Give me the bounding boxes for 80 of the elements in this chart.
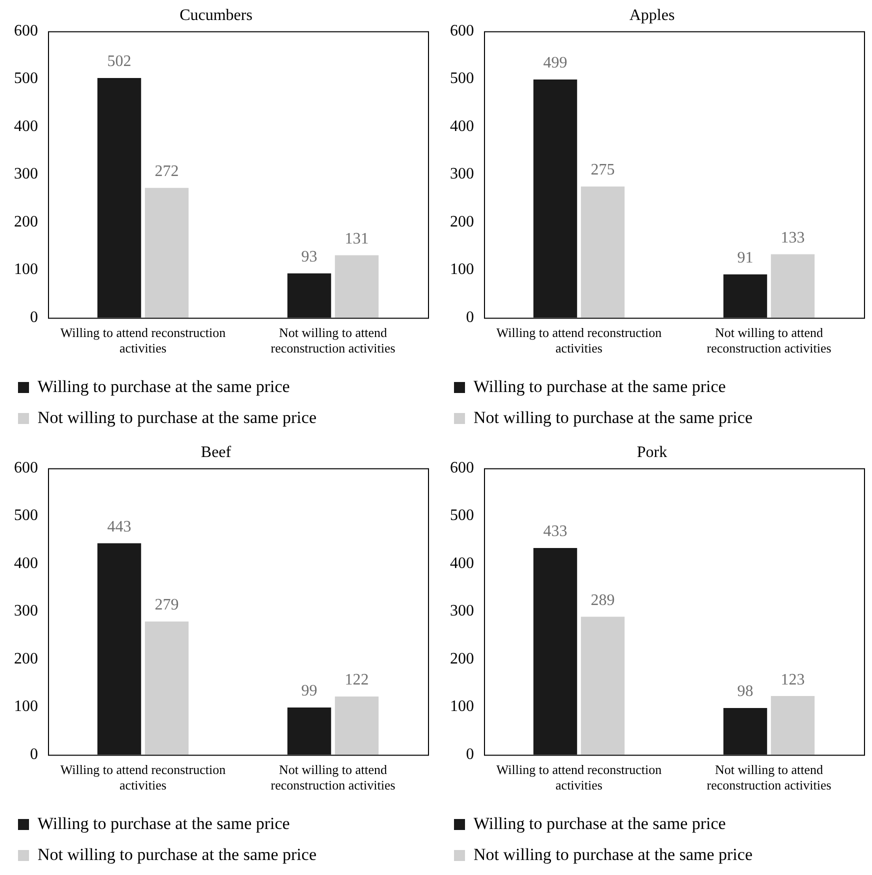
- y-tick-label: 400: [14, 118, 38, 135]
- x-tick-label: Not willing to attend reconstruction activities: [270, 762, 396, 793]
- y-tick-label: 500: [450, 507, 474, 524]
- data-label: 133: [780, 229, 805, 246]
- x-tick-label: Willing to attend reconstruction activities: [496, 762, 662, 793]
- bar: [533, 79, 578, 318]
- bar: [334, 696, 379, 755]
- bar: [144, 622, 189, 755]
- y-tick-label: 600: [450, 459, 474, 476]
- bar: [97, 78, 142, 318]
- y-tick-label: 0: [30, 746, 38, 764]
- legend-label: Willing to purchase at the same price: [38, 376, 290, 396]
- bar: [144, 188, 189, 318]
- data-label: 499: [543, 54, 568, 72]
- bar: [723, 274, 768, 318]
- chart-title: Cucumbers: [180, 6, 252, 24]
- bar: [770, 254, 815, 318]
- y-tick-label: 100: [450, 698, 474, 716]
- chart-title: Beef: [200, 444, 232, 461]
- chart-title: Pork: [636, 444, 668, 461]
- y-tick-label: 500: [450, 70, 474, 88]
- data-label: 279: [154, 596, 179, 614]
- legend-label: Willing to purchase at the same price: [474, 376, 726, 396]
- data-label: 433: [543, 523, 568, 540]
- bar: [334, 255, 379, 318]
- data-label: 99: [301, 682, 318, 700]
- x-tick-label: Willing to attend reconstruction activities: [496, 325, 662, 356]
- y-tick-label: 200: [450, 213, 474, 230]
- data-label: 289: [590, 592, 615, 609]
- y-tick-label: 300: [14, 166, 38, 183]
- y-tick-label: 0: [466, 309, 474, 326]
- y-tick-label: 500: [14, 70, 38, 88]
- bar: [770, 696, 815, 755]
- y-tick-label: 100: [14, 698, 38, 716]
- y-tick-label: 100: [14, 261, 38, 278]
- data-label: 122: [344, 672, 369, 689]
- y-tick-label: 600: [14, 22, 38, 40]
- x-tick-label: Not willing to attend reconstruction activities: [706, 762, 832, 793]
- y-tick-label: 0: [466, 746, 474, 764]
- y-tick-label: 600: [450, 22, 474, 40]
- chart-title: Apples: [629, 6, 675, 24]
- data-label: 272: [154, 163, 179, 180]
- bar: [287, 708, 332, 755]
- bar: [580, 186, 625, 318]
- y-tick-label: 400: [14, 554, 38, 572]
- y-tick-label: 200: [14, 213, 38, 230]
- y-tick-label: 200: [14, 650, 38, 668]
- y-tick-label: 400: [450, 118, 474, 135]
- data-label: 123: [780, 671, 805, 688]
- legend-label: Willing to purchase at the same price: [38, 814, 290, 833]
- bar: [287, 273, 332, 318]
- data-label: 502: [107, 53, 132, 70]
- bar: [97, 543, 142, 755]
- data-label: 443: [107, 518, 132, 536]
- y-tick-label: 300: [450, 602, 474, 620]
- legend-label: Willing to purchase at the same price: [474, 814, 726, 833]
- legend-label: Not willing to purchase at the same price: [38, 408, 316, 427]
- data-label: 93: [301, 248, 318, 266]
- data-label: 131: [344, 230, 369, 248]
- x-tick-label: Not willing to attend reconstruction activities: [270, 325, 396, 356]
- y-tick-label: 100: [450, 261, 474, 278]
- y-tick-label: 600: [14, 459, 38, 476]
- y-tick-label: 400: [450, 554, 474, 572]
- legend-label: Not willing to purchase at the same price: [474, 408, 752, 427]
- y-tick-label: 300: [14, 602, 38, 620]
- y-tick-label: 0: [30, 309, 38, 326]
- legend-label: Not willing to purchase at the same price: [474, 844, 752, 864]
- bar: [723, 708, 768, 755]
- y-tick-label: 200: [450, 650, 474, 668]
- bar: [580, 616, 625, 755]
- x-tick-label: Not willing to attend reconstruction activities: [706, 325, 832, 356]
- x-tick-label: Willing to attend reconstruction activities: [60, 762, 226, 793]
- data-label: 98: [737, 683, 754, 700]
- legend-label: Not willing to purchase at the same price: [38, 844, 316, 864]
- bar: [533, 548, 578, 755]
- x-tick-label: Willing to attend reconstruction activities: [60, 325, 226, 356]
- y-tick-label: 300: [450, 166, 474, 183]
- data-label: 91: [737, 250, 754, 267]
- y-tick-label: 500: [14, 507, 38, 524]
- data-label: 275: [590, 162, 615, 179]
